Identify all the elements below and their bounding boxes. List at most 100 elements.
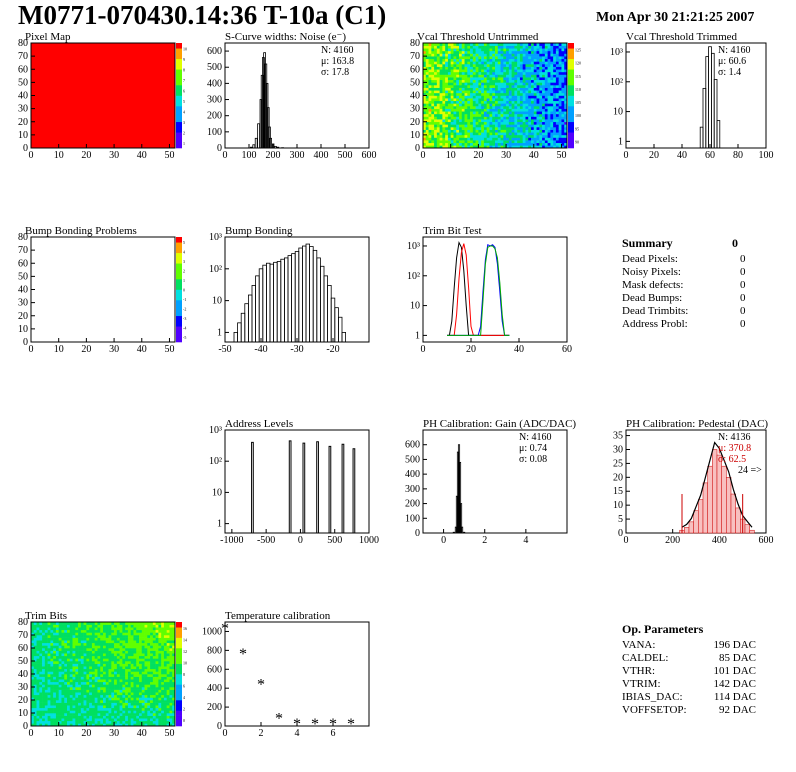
- heatmap-cell: [139, 715, 143, 719]
- heatmap-cell: [163, 689, 167, 693]
- heatmap-cell: [456, 43, 460, 46]
- heatmap-cell: [423, 124, 427, 128]
- heatmap-cell: [555, 58, 559, 62]
- heatmap-cell: [508, 106, 512, 109]
- heatmap-cell: [550, 119, 554, 123]
- heatmap-cell: [481, 132, 485, 136]
- heatmap-cell: [58, 715, 62, 719]
- heatmap-cell: [158, 648, 162, 651]
- heatmap-cell: [500, 43, 504, 46]
- palette-cell: [176, 142, 182, 149]
- heatmap-cell: [447, 77, 451, 81]
- heatmap-cell: [423, 108, 427, 112]
- heatmap-cell: [470, 82, 474, 86]
- heatmap-cell: [144, 635, 148, 638]
- heatmap-cell: [44, 702, 48, 706]
- heatmap-cell: [80, 632, 84, 636]
- heatmap-cell: [461, 95, 465, 99]
- heatmap-cell: [86, 700, 90, 703]
- op-param-value: 101 DAC: [713, 665, 756, 677]
- heatmap-cell: [172, 668, 176, 672]
- palette-tick-label: -5: [183, 335, 186, 340]
- heatmap-cell: [486, 140, 490, 144]
- heatmap-cell: [100, 642, 104, 646]
- heatmap-cell: [44, 676, 48, 680]
- heatmap-cell: [114, 715, 118, 719]
- heatmap-cell: [161, 655, 165, 659]
- y-tick-label: 35: [613, 431, 623, 442]
- heatmap-cell: [75, 661, 79, 664]
- heatmap-cell: [423, 100, 427, 104]
- heatmap-cell: [61, 715, 65, 719]
- heatmap-cell: [525, 85, 529, 88]
- heatmap-cell: [155, 668, 159, 672]
- heatmap-cell: [161, 663, 165, 667]
- heatmap-cell: [467, 71, 471, 75]
- heatmap-cell: [547, 106, 551, 109]
- heatmap-cell: [470, 90, 474, 94]
- heatmap-cell: [475, 108, 479, 112]
- heatmap-cell: [105, 702, 109, 706]
- heatmap-cell: [161, 707, 165, 711]
- heatmap-cell: [489, 50, 493, 54]
- heatmap-cell: [542, 79, 546, 83]
- palette-cell: [176, 100, 182, 107]
- heatmap-cell: [514, 129, 518, 133]
- heatmap-cell: [136, 624, 140, 628]
- heatmap-cell: [130, 632, 134, 636]
- heatmap-cell: [439, 106, 443, 109]
- heatmap-cell: [553, 142, 557, 146]
- heatmap-cell: [78, 668, 82, 672]
- heatmap-cell: [436, 69, 440, 73]
- heatmap-cell: [36, 627, 40, 631]
- heatmap-cell: [61, 655, 65, 659]
- heatmap-cell: [61, 720, 65, 724]
- heatmap-cell: [459, 119, 463, 123]
- heatmap-cell: [467, 103, 471, 107]
- heatmap-cell: [33, 666, 37, 670]
- heatmap-cell: [425, 71, 429, 75]
- heatmap-cell: [450, 56, 454, 60]
- heatmap-cell: [442, 121, 446, 125]
- heatmap-cell: [553, 50, 557, 54]
- heatmap-cell: [503, 142, 507, 146]
- heatmap-cell: [447, 113, 451, 117]
- heatmap-cell: [508, 127, 512, 130]
- heatmap-cell: [158, 718, 162, 722]
- heatmap-cell: [459, 108, 463, 112]
- heatmap-cell: [456, 111, 460, 115]
- heatmap-cell: [80, 658, 84, 662]
- heatmap-cell: [89, 635, 93, 638]
- heatmap-cell: [97, 622, 101, 625]
- heatmap-cell: [555, 100, 559, 104]
- heatmap-cell: [53, 707, 57, 711]
- heatmap-cell: [163, 720, 167, 724]
- heatmap-cell: [108, 640, 112, 644]
- heatmap-cell: [111, 674, 115, 677]
- heatmap-cell: [86, 720, 90, 724]
- heatmap-cell: [519, 74, 523, 78]
- heatmap-cell: [528, 106, 532, 109]
- heatmap-cell: [130, 640, 134, 644]
- heatmap-cell: [155, 624, 159, 628]
- page-title: M0771-070430.14:36 T-10a (C1): [18, 0, 387, 30]
- heatmap-cell: [511, 129, 515, 133]
- heatmap-cell: [459, 127, 463, 130]
- heatmap-cell: [44, 705, 48, 709]
- heatmap-cell: [111, 661, 115, 664]
- heatmap-cell: [36, 702, 40, 706]
- heatmap-cell: [483, 113, 487, 117]
- heatmap-cell: [531, 56, 535, 60]
- heatmap-cell: [564, 66, 568, 70]
- heatmap-cell: [103, 668, 107, 672]
- heatmap-cell: [116, 642, 120, 646]
- heatmap-cell: [497, 127, 501, 130]
- heatmap-cell: [144, 645, 148, 649]
- heatmap-cell: [78, 637, 82, 641]
- heatmap-cell: [150, 658, 154, 662]
- heatmap-cell: [172, 681, 176, 685]
- heatmap-cell: [83, 720, 87, 724]
- heatmap-cell: [453, 64, 457, 67]
- heatmap-cell: [508, 64, 512, 67]
- heatmap-cell: [119, 648, 123, 651]
